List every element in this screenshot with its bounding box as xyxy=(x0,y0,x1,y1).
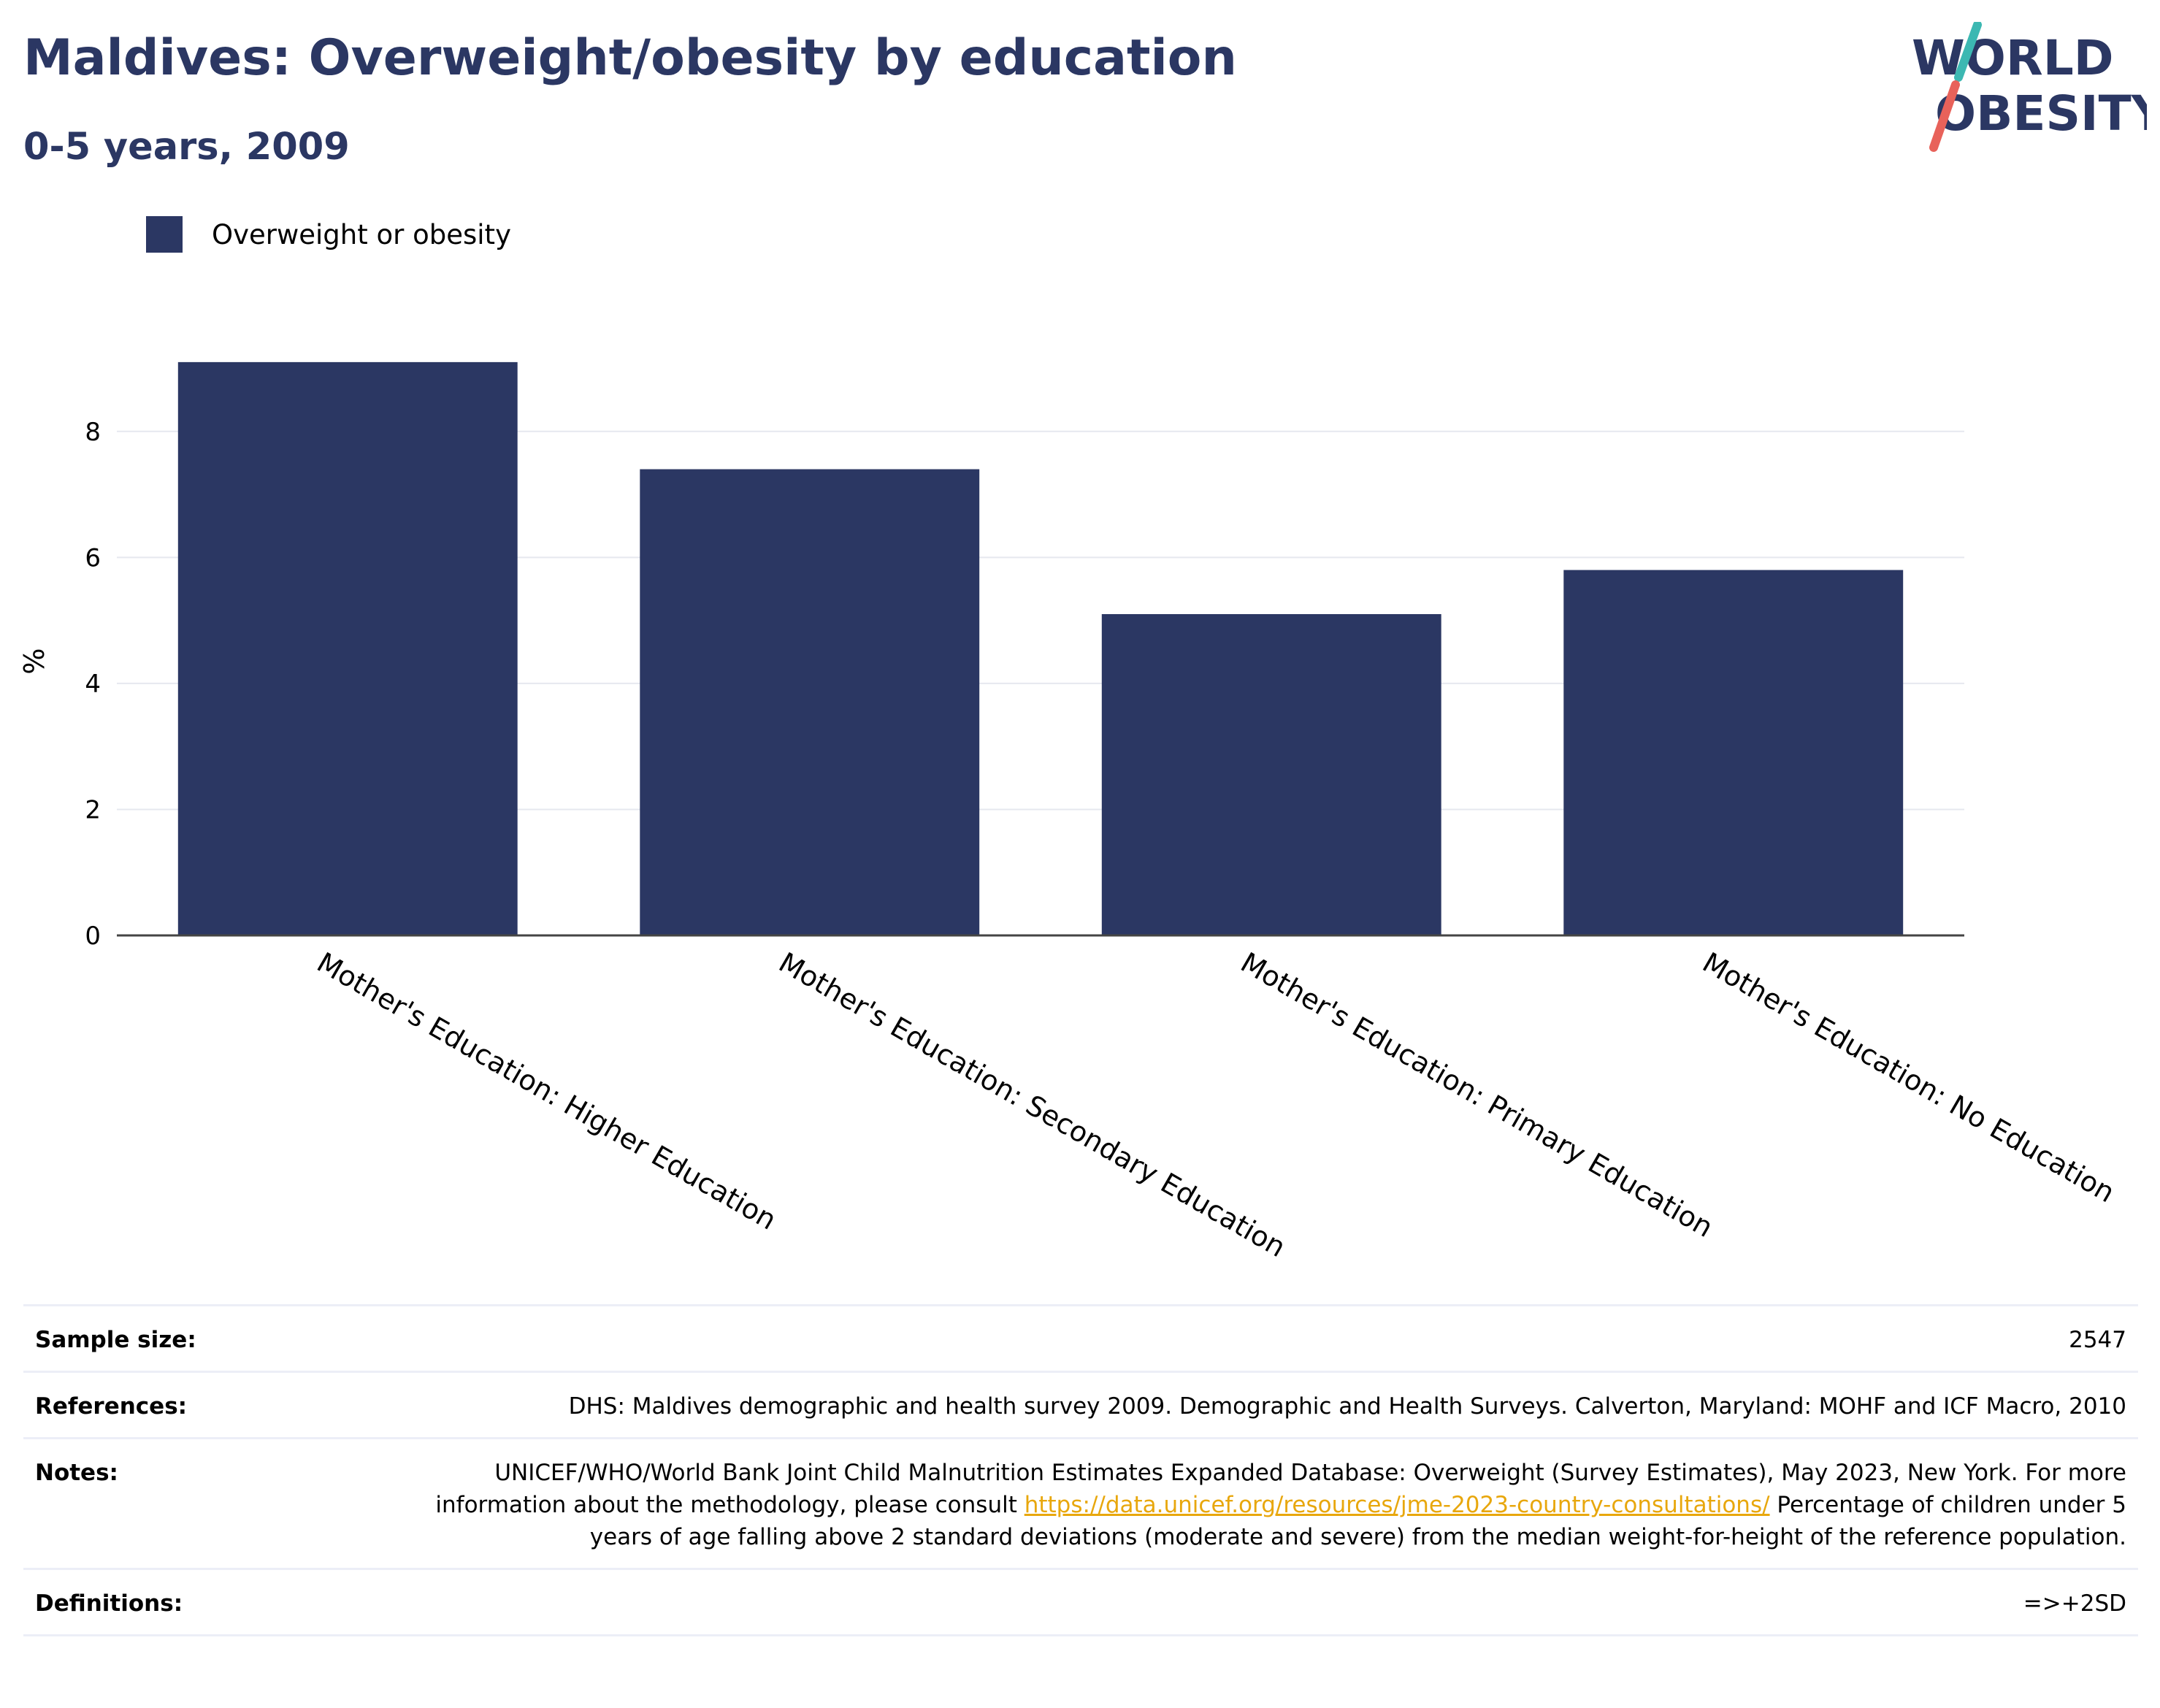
definitions-value: =>+2SD xyxy=(2023,1590,2126,1617)
x-tick-label: Mother's Education: Secondary Education xyxy=(773,946,1291,1264)
logo-slash-bottom xyxy=(1929,80,1960,152)
notes-label: Notes: xyxy=(35,1460,118,1486)
x-tick-label: Mother's Education: Higher Education xyxy=(312,946,782,1236)
y-tick-label: 6 xyxy=(85,543,101,572)
metadata-table: Sample size: 2547 References: DHS: Maldi… xyxy=(23,1304,2138,1636)
y-tick-label: 8 xyxy=(85,418,101,447)
legend[interactable]: Overweight or obesity xyxy=(146,216,511,253)
notes-row: Notes: UNICEF/WHO/World Bank Joint Child… xyxy=(23,1437,2138,1568)
references-value: DHS: Maldives demographic and health sur… xyxy=(568,1393,2126,1420)
logo-slash-top xyxy=(1954,22,1982,82)
definitions-row: Definitions: =>+2SD xyxy=(23,1568,2138,1636)
x-tick-label: Mother's Education: Primary Education xyxy=(1236,946,1719,1244)
y-tick-labels: 0 2 4 6 8 xyxy=(85,418,101,951)
bars xyxy=(177,361,1904,936)
sample-size-row: Sample size: 2547 xyxy=(23,1304,2138,1371)
y-axis-label: % xyxy=(18,648,50,674)
notes-text-1: UNICEF/WHO/World Bank Joint Child Malnut… xyxy=(435,1460,2126,1518)
definitions-label: Definitions: xyxy=(35,1590,183,1617)
legend-label: Overweight or obesity xyxy=(212,218,511,250)
logo-word-1: WORLD xyxy=(1912,30,2114,86)
bar[interactable] xyxy=(1563,570,1904,935)
sample-size-value: 2547 xyxy=(2069,1327,2126,1353)
bar[interactable] xyxy=(177,361,518,936)
logo-word-2: OBESITY xyxy=(1935,85,2147,142)
chart-subtitle: 0-5 years, 2009 xyxy=(23,126,350,169)
world-obesity-logo: WORLD OBESITY xyxy=(1912,22,2147,152)
notes-value: UNICEF/WHO/World Bank Joint Child Malnut… xyxy=(400,1457,2126,1553)
notes-text-2: Percentage of children under 5 years of … xyxy=(589,1492,2126,1550)
notes-link[interactable]: https://data.unicef.org/resources/jme-20… xyxy=(1024,1492,1770,1518)
references-label: References: xyxy=(35,1393,188,1420)
references-row: References: DHS: Maldives demographic an… xyxy=(23,1371,2138,1437)
y-tick-label: 2 xyxy=(85,795,101,824)
y-tick-label: 0 xyxy=(85,922,101,951)
bar[interactable] xyxy=(640,469,980,935)
y-tick-label: 4 xyxy=(85,670,101,699)
sample-size-label: Sample size: xyxy=(35,1327,196,1353)
legend-swatch xyxy=(146,216,183,253)
x-tick-label: Mother's Education: No Education xyxy=(1697,946,2120,1209)
bar-chart: 0 2 4 6 8 Mother's Education: Higher Educati… xyxy=(18,361,2121,1264)
x-tick-labels: Mother's Education: Higher EducationMoth… xyxy=(312,946,2121,1264)
bar[interactable] xyxy=(1101,613,1441,935)
chart-title: Maldives: Overweight/obesity by educatio… xyxy=(23,29,1237,87)
